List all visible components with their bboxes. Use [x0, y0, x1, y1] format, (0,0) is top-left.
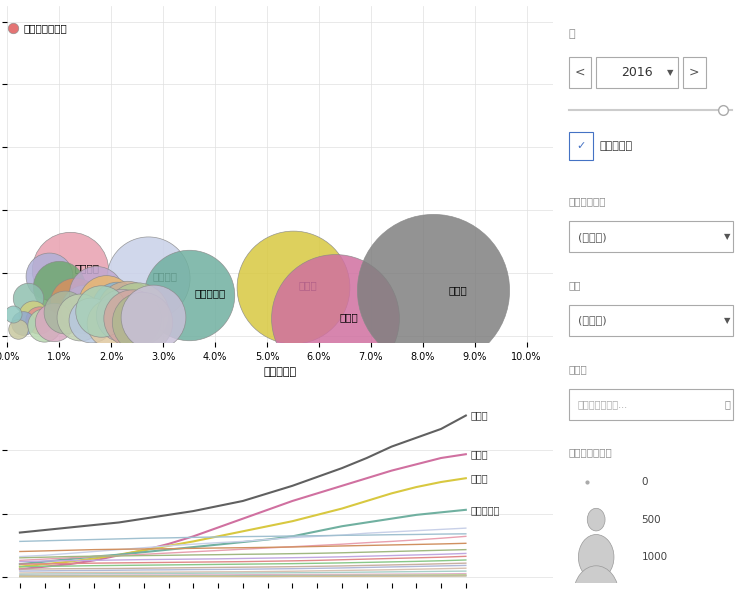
Point [111, 303, 123, 312]
FancyBboxPatch shape [683, 57, 706, 88]
FancyBboxPatch shape [568, 132, 593, 160]
Point [90, 289, 102, 298]
Text: 町丁名のハイラ...: 町丁名のハイラ... [578, 399, 628, 409]
X-axis label: 域内構成比: 域内構成比 [264, 368, 297, 378]
Text: 中川中央二丁目: 中川中央二丁目 [23, 23, 67, 33]
Text: 性別: 性別 [569, 280, 581, 290]
Text: 町丁名: 町丁名 [569, 364, 588, 374]
Text: 0: 0 [642, 477, 648, 487]
Point [43, 272, 55, 281]
Point [69, 298, 81, 307]
Point [131, 309, 143, 319]
Text: ▼: ▼ [667, 68, 674, 77]
Point [7, 309, 19, 319]
Point [12, 325, 24, 334]
Text: 2016: 2016 [621, 66, 653, 79]
Point [17, 319, 29, 328]
Text: ▼: ▼ [724, 232, 730, 241]
Point [142, 273, 154, 282]
FancyBboxPatch shape [568, 57, 591, 88]
Text: 池辺町: 池辺町 [340, 312, 359, 322]
Point [329, 314, 341, 323]
Point [79, 305, 91, 314]
Point [64, 265, 76, 274]
Text: 勝田町: 勝田町 [298, 280, 317, 290]
Text: 池辺町: 池辺町 [471, 449, 488, 459]
Text: 履歴の表示: 履歴の表示 [600, 141, 633, 151]
Text: すみれが丘: すみれが丘 [471, 505, 500, 515]
Point [126, 314, 138, 323]
Text: 1000: 1000 [642, 552, 667, 562]
Point [100, 298, 112, 307]
Point [287, 282, 299, 292]
Point [7, 23, 19, 32]
Point [106, 319, 118, 328]
Point [53, 282, 65, 292]
Text: (すべて): (すべて) [578, 232, 607, 241]
Text: 500: 500 [642, 515, 661, 525]
Text: ✓: ✓ [576, 141, 586, 151]
FancyBboxPatch shape [568, 221, 733, 252]
Text: 年: 年 [569, 29, 575, 39]
Point [115, 310, 127, 320]
Text: <: < [574, 66, 585, 79]
Text: >: > [689, 66, 700, 79]
Point [85, 315, 97, 325]
Point [38, 320, 50, 329]
Point [95, 306, 107, 315]
Text: 🔍: 🔍 [724, 399, 730, 409]
Point [58, 307, 70, 317]
Text: 川和町: 川和町 [449, 285, 467, 295]
Point [28, 310, 40, 320]
Ellipse shape [578, 534, 614, 580]
Point [48, 317, 60, 326]
Text: 南山田町: 南山田町 [75, 263, 100, 273]
Text: 東山田町: 東山田町 [153, 271, 178, 281]
Point [184, 290, 195, 300]
Ellipse shape [587, 508, 605, 531]
Text: ▼: ▼ [724, 316, 730, 325]
Text: すみれが丘: すみれが丘 [195, 289, 225, 299]
Point [33, 315, 45, 325]
FancyBboxPatch shape [568, 389, 733, 420]
Point [147, 312, 159, 322]
FancyBboxPatch shape [595, 57, 679, 88]
Point [22, 293, 34, 303]
Text: 後期高齢者人口: 後期高齢者人口 [569, 448, 613, 458]
Point [136, 317, 148, 326]
Point [121, 306, 133, 315]
Text: コード付地区: コード付地区 [569, 196, 607, 206]
FancyBboxPatch shape [568, 305, 733, 336]
Point [74, 312, 86, 322]
Text: (すべて): (すべて) [578, 316, 607, 326]
Point [427, 286, 439, 295]
Text: 勝田町: 勝田町 [471, 473, 488, 483]
Text: 川和町: 川和町 [471, 411, 488, 421]
Ellipse shape [574, 566, 619, 589]
